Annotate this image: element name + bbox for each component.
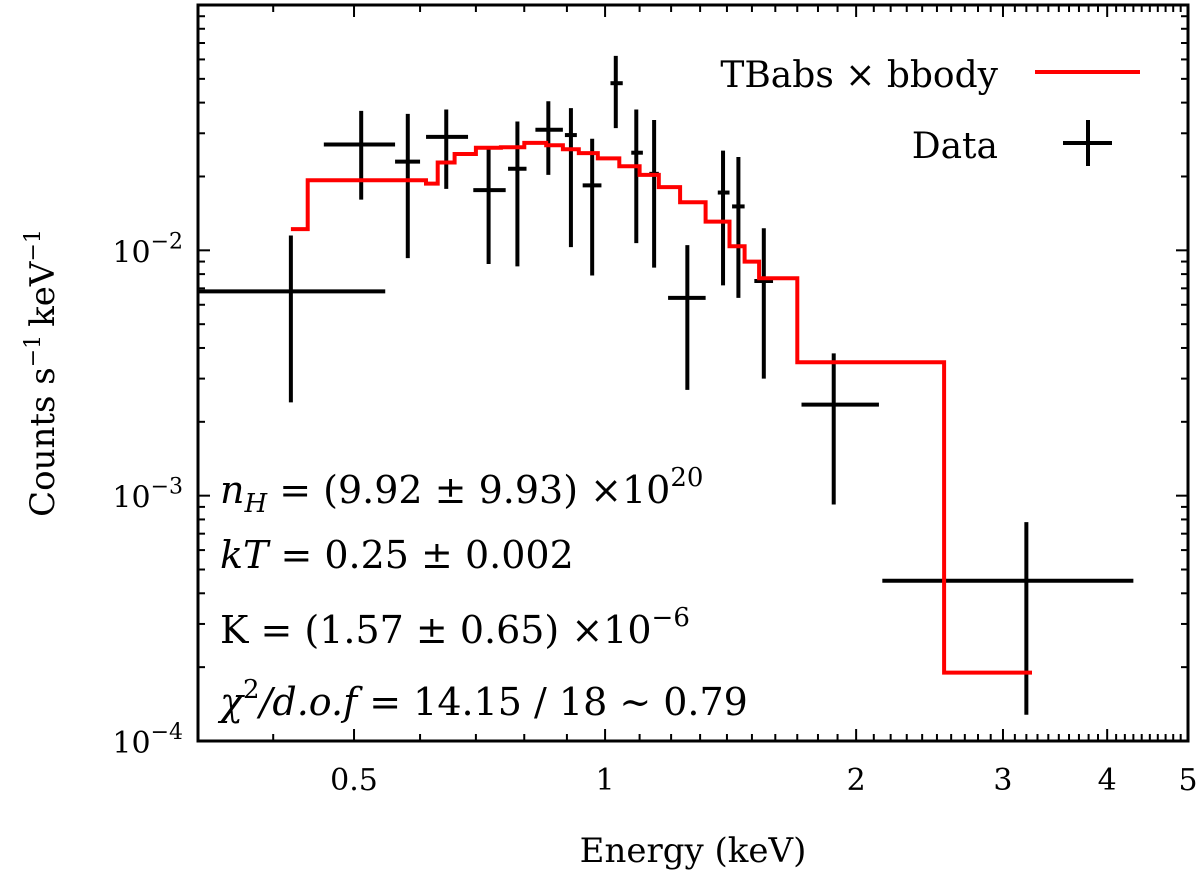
data-point-9 — [610, 55, 623, 129]
tick-marks — [198, 5, 1189, 742]
y-tick-label: 10−2 — [112, 229, 183, 270]
data-point-11 — [649, 119, 659, 268]
legend-label-data: Data — [912, 126, 998, 167]
annotation-k: K = (1.57 ± 0.65) ×10−6 — [220, 603, 690, 652]
x-tick-label: 5 — [1178, 763, 1197, 798]
x-tick-label: 2 — [847, 763, 866, 798]
x-tick-label: 0.5 — [330, 763, 378, 798]
data-point-16 — [801, 353, 879, 505]
fit-annotations: nH = (9.92 ± 9.93) ×1020 kT = 0.25 ± 0.0… — [217, 463, 748, 724]
data-point-6 — [535, 101, 563, 175]
data-point-17 — [882, 522, 1134, 715]
data-point-7 — [564, 108, 577, 248]
data-point-15 — [754, 228, 774, 379]
x-axis-label: Energy (keV) — [580, 831, 807, 871]
data-point-8 — [582, 138, 602, 276]
data-point-2 — [395, 113, 421, 259]
y-axis-label: Counts s−1keV−1 — [21, 229, 63, 517]
data-point-1 — [323, 110, 396, 200]
data-point-0 — [198, 235, 386, 403]
legend-label-model: TBabs × bbody — [720, 55, 998, 96]
data-point-12 — [668, 245, 706, 390]
data-point-13 — [717, 150, 730, 286]
annotation-chi2: χ2/d.o.f = 14.15 / 18 ∼ 0.79 — [217, 675, 748, 724]
annotation-nh: nH = (9.92 ± 9.93) ×1020 — [220, 463, 703, 519]
x-tick-label: 3 — [993, 763, 1012, 798]
x-tick-label: 1 — [596, 763, 615, 798]
x-tick-labels: 0.5 1 2 3 4 5 — [330, 763, 1197, 798]
annotation-kt: kT = 0.25 ± 0.002 — [220, 533, 574, 577]
data-point-10 — [631, 109, 643, 244]
data-point-4 — [473, 146, 506, 264]
y-tick-label: 10−4 — [112, 720, 183, 761]
data-point-14 — [732, 157, 745, 298]
plot-frame — [196, 3, 1190, 743]
x-tick-label: 4 — [1098, 763, 1117, 798]
model-step-line — [290, 140, 1032, 675]
y-tick-label: 10−3 — [112, 475, 183, 516]
legend: TBabs × bbody Data — [720, 55, 1140, 167]
y-tick-labels: 10−2 10−3 10−4 — [112, 229, 183, 761]
data-point-3 — [426, 109, 469, 189]
